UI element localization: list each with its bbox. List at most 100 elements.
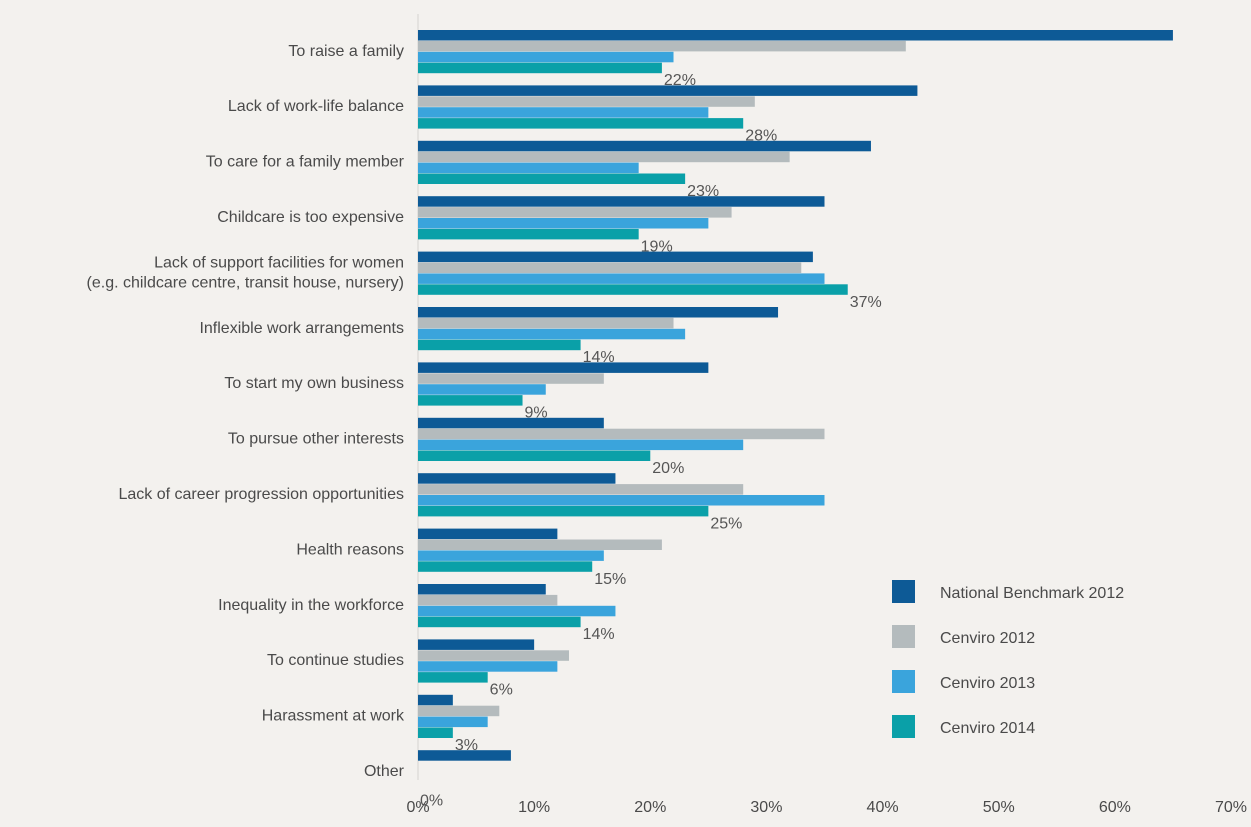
legend-swatch [892,670,915,693]
bar [418,96,755,107]
category-label-line: (e.g. childcare centre, transit house, n… [87,274,404,291]
legend-swatch [892,580,915,603]
category-label-line: To continue studies [267,652,404,669]
bar [418,561,593,572]
data-label: 14% [583,626,615,643]
bar [418,362,709,373]
x-tick-label: 60% [1099,799,1131,816]
category-label: To care for a family member [206,154,405,171]
category-label: Health reasons [296,541,404,558]
bar-group: Inflexible work arrangements 14% [199,307,779,366]
bar-group: Lack of career progression opportunities… [119,473,825,532]
bar [418,339,581,351]
bar [418,594,558,606]
bar [418,639,535,650]
bar [418,661,558,672]
bar-group: Harassment at work 3% [262,694,500,754]
bar [418,284,848,295]
category-label-line: Lack of career progression opportunities [119,486,405,503]
data-label: 14% [583,349,615,366]
bar [418,727,453,738]
category-label-line: To care for a family member [206,154,405,171]
bar-group: Health reasons 15% [296,528,662,588]
category-label-line: To pursue other interests [228,431,404,448]
category-label: To pursue other interests [228,431,404,448]
data-label: 37% [850,294,882,311]
bar [418,450,651,461]
legend-label: National Benchmark 2012 [940,585,1124,602]
bar [418,317,674,329]
category-label-line: Lack of work-life balance [228,98,404,115]
bar [418,384,546,395]
bar [418,605,616,617]
category-label-line: Lack of support facilities for women [154,254,404,271]
data-label: 15% [594,571,626,588]
category-label: Lack of work-life balance [228,98,404,115]
bar-group: Inequality in the workforce 14% [218,584,616,643]
bar [418,151,790,163]
legend-swatch [892,715,915,738]
category-label: Lack of support facilities for women (e.g… [87,254,404,291]
bar [418,62,662,74]
category-label-line: Inflexible work arrangements [199,320,404,337]
x-tick-label: 40% [867,799,899,816]
bar [418,495,825,506]
bar [418,162,639,174]
bar [418,140,871,152]
bar [418,750,511,761]
bar [418,395,523,406]
legend-label: Cenviro 2013 [940,675,1035,692]
category-label-line: Inequality in the workforce [218,597,404,614]
bar-group: Lack of work-life balance 28% [228,85,918,145]
data-label: 3% [455,737,478,754]
category-label: Harassment at work [262,708,405,725]
bar [418,251,813,263]
legend-swatch [892,625,915,648]
category-label-line: Health reasons [296,541,404,558]
bar [418,30,1173,41]
bar [418,228,639,240]
x-tick-label: 10% [518,799,550,816]
bar [418,173,686,184]
category-label: To raise a family [288,43,404,60]
bar [418,262,802,273]
bar [418,218,709,229]
data-label: 25% [710,515,742,532]
bar [418,51,674,63]
data-label: 22% [664,72,696,89]
category-label: Inflexible work arrangements [199,320,404,337]
category-label: Other [364,763,405,780]
bar [418,40,906,52]
bar [418,528,558,540]
bar [418,694,453,706]
category-label-line: Harassment at work [262,708,405,725]
x-tick-label: 20% [634,799,666,816]
bar [418,417,604,429]
category-label: To start my own business [224,375,404,392]
bar [418,672,488,683]
data-label: 19% [641,238,673,255]
bar [418,373,604,384]
bar [418,107,709,118]
bar [418,207,732,218]
x-tick-label: 0% [406,799,429,816]
bar [418,273,825,284]
bar [418,716,488,728]
legend: National Benchmark 2012 Cenviro 2012 Cenvi… [892,580,1124,738]
x-tick-label: 30% [750,799,782,816]
data-label: 9% [525,405,548,422]
data-label: 20% [652,460,684,477]
category-label-line: To raise a family [288,43,404,60]
bar-group: To continue studies 6% [267,639,569,699]
bar [418,428,825,440]
bar [418,328,686,340]
category-label: Lack of career progression opportunities [119,486,405,503]
bar [418,616,581,628]
bar [418,473,616,484]
legend-label: Cenviro 2012 [940,630,1035,647]
bar-group: Lack of support facilities for women (e.g… [87,251,882,311]
bar-group: To raise a family 22% [288,30,1173,89]
category-label: To continue studies [267,652,404,669]
